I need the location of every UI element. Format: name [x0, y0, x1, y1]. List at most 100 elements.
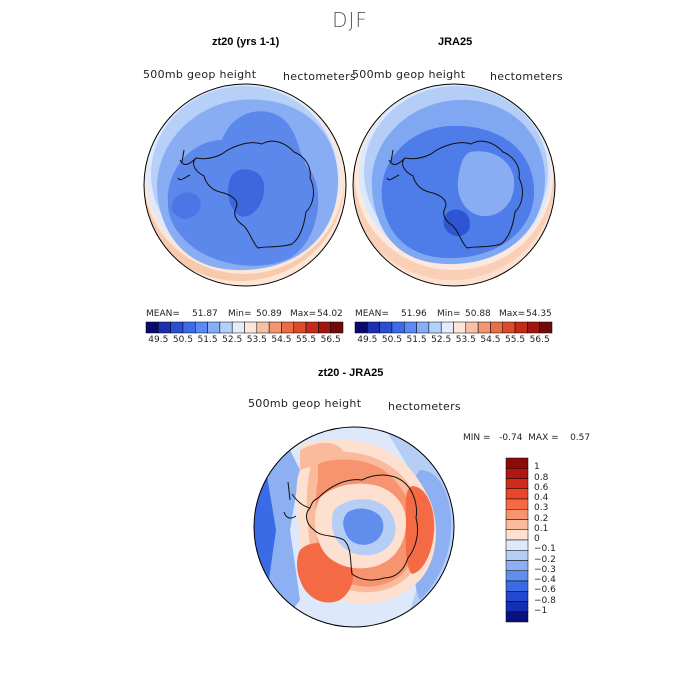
- colorbar-swatch: [268, 321, 282, 334]
- colorbar-swatch: [416, 321, 430, 334]
- colorbar-tick-label: 56.5: [529, 335, 550, 345]
- colorbar-tick-label: 54.5: [271, 335, 292, 345]
- colorbar-swatch: [195, 321, 208, 334]
- panel3-frame: [253, 426, 455, 628]
- panel1-min-label: Min=: [228, 309, 252, 319]
- colorbar-tick-label: 56.5: [320, 335, 341, 345]
- panel2-title: JRA25: [438, 36, 473, 48]
- colorbar-tick-label: 52.5: [431, 335, 452, 345]
- panel1-map: [144, 84, 346, 286]
- colorbar-swatch: [505, 550, 529, 561]
- colorbar-swatch: [145, 321, 159, 334]
- panel3-minmax: MIN = -0.74 MAX = 0.57: [463, 433, 591, 443]
- panel2-max-label: Max=: [499, 309, 526, 319]
- colorbar-tick-label: 53.5: [246, 335, 267, 345]
- colorbar-tick-label: 52.5: [222, 335, 243, 345]
- colorbar-tick-label: −0.1: [534, 544, 556, 555]
- panel3-peninsula: [283, 481, 311, 519]
- colorbar-tick-label: 55.5: [505, 335, 526, 345]
- panel2-max: 54.35: [526, 309, 552, 319]
- colorbar-swatch: [505, 519, 529, 530]
- colorbar-swatch: [379, 321, 393, 334]
- panel1-units: hectometers: [283, 70, 356, 83]
- colorbar-tick-label: −0.4: [534, 575, 556, 585]
- panel2-min-label: Min=: [437, 309, 461, 319]
- colorbar-swatch: [244, 321, 258, 334]
- colorbar-tick-label: 0: [534, 534, 540, 544]
- colorbar-swatch: [293, 321, 307, 334]
- colorbar-tick-label: −0.3: [534, 564, 556, 575]
- colorbar-tick-label: 50.5: [172, 335, 193, 345]
- colorbar-swatch: [477, 321, 491, 334]
- panel1-max-label: Max=: [290, 309, 317, 319]
- colorbar-swatch: [514, 321, 528, 334]
- colorbar-tick-label: 0.1: [534, 523, 549, 534]
- panel2-coastline: [402, 140, 523, 249]
- colorbar-swatch: [505, 560, 529, 571]
- panel2-peninsula: [386, 149, 406, 181]
- diff-colorbar: [505, 457, 529, 623]
- colorbar-tick-label: 51.5: [406, 335, 427, 345]
- colorbar-swatch: [505, 509, 529, 520]
- colorbar-swatch: [505, 580, 529, 592]
- colorbar-tick-label: 51.5: [197, 335, 218, 345]
- panel2-frame: [352, 83, 556, 287]
- panel2-units: hectometers: [490, 70, 563, 83]
- colorbar-swatch: [182, 321, 196, 334]
- panel2-mean: 51.96: [401, 309, 427, 319]
- colorbar-tick-label: −0.8: [534, 595, 556, 606]
- colorbar-swatch: [207, 321, 221, 334]
- colorbar-tick-label: 55.5: [296, 335, 317, 345]
- colorbar-tick-label: 0.3: [534, 503, 549, 514]
- panel2-variable: 500mb geop height: [352, 68, 466, 81]
- panel1-max: 54.02: [317, 309, 343, 319]
- colorbar-swatch: [256, 321, 270, 334]
- colorbar-swatch: [505, 570, 529, 582]
- panel2-mean-label: MEAN=: [355, 309, 389, 319]
- colorbar-swatch: [505, 498, 529, 510]
- panel1-variable: 500mb geop height: [143, 68, 257, 81]
- colorbar-swatch: [505, 611, 529, 623]
- colorbar-swatch: [539, 321, 553, 334]
- colorbar-swatch: [527, 321, 540, 334]
- panel1-mean: 51.87: [192, 309, 218, 319]
- panel1-colorbar: [145, 321, 344, 334]
- panel3-map: [254, 427, 454, 627]
- colorbar-swatch: [391, 321, 405, 334]
- colorbar-swatch: [505, 457, 529, 469]
- panel1-peninsula: [177, 149, 197, 181]
- colorbar-swatch: [318, 321, 331, 334]
- colorbar-swatch: [502, 321, 516, 334]
- colorbar-tick-label: 54.5: [480, 335, 501, 345]
- colorbar-swatch: [428, 321, 442, 334]
- panel2-min: 50.88: [465, 309, 491, 319]
- colorbar-swatch: [505, 601, 529, 612]
- season-title: DJF: [332, 8, 368, 32]
- colorbar-tick-label: 53.5: [455, 335, 476, 345]
- colorbar-swatch: [330, 321, 344, 334]
- colorbar-swatch: [505, 529, 529, 541]
- colorbar-swatch: [505, 478, 529, 489]
- colorbar-swatch: [465, 321, 479, 334]
- panel3-title: zt20 - JRA25: [318, 367, 384, 379]
- colorbar-swatch: [354, 321, 368, 334]
- colorbar-tick-label: −0.2: [534, 554, 556, 565]
- colorbar-swatch: [281, 321, 294, 334]
- colorbar-tick-label: 0.2: [534, 513, 549, 524]
- colorbar-swatch: [490, 321, 503, 334]
- panel1-min: 50.89: [256, 309, 282, 319]
- panel2-colorbar: [354, 321, 553, 334]
- colorbar-swatch: [305, 321, 319, 334]
- panel3-units: hectometers: [388, 400, 461, 413]
- colorbar-swatch: [440, 321, 454, 334]
- colorbar-swatch: [404, 321, 417, 334]
- panel1-frame: [143, 83, 347, 287]
- colorbar-swatch: [505, 539, 529, 551]
- panel2-map: [353, 84, 555, 286]
- panel1-title: zt20 (yrs 1-1): [212, 36, 280, 48]
- colorbar-swatch: [219, 321, 233, 334]
- panel1-coastline: [193, 140, 314, 249]
- colorbar-tick-label: 50.5: [381, 335, 402, 345]
- colorbar-tick-label: −0.6: [534, 585, 556, 596]
